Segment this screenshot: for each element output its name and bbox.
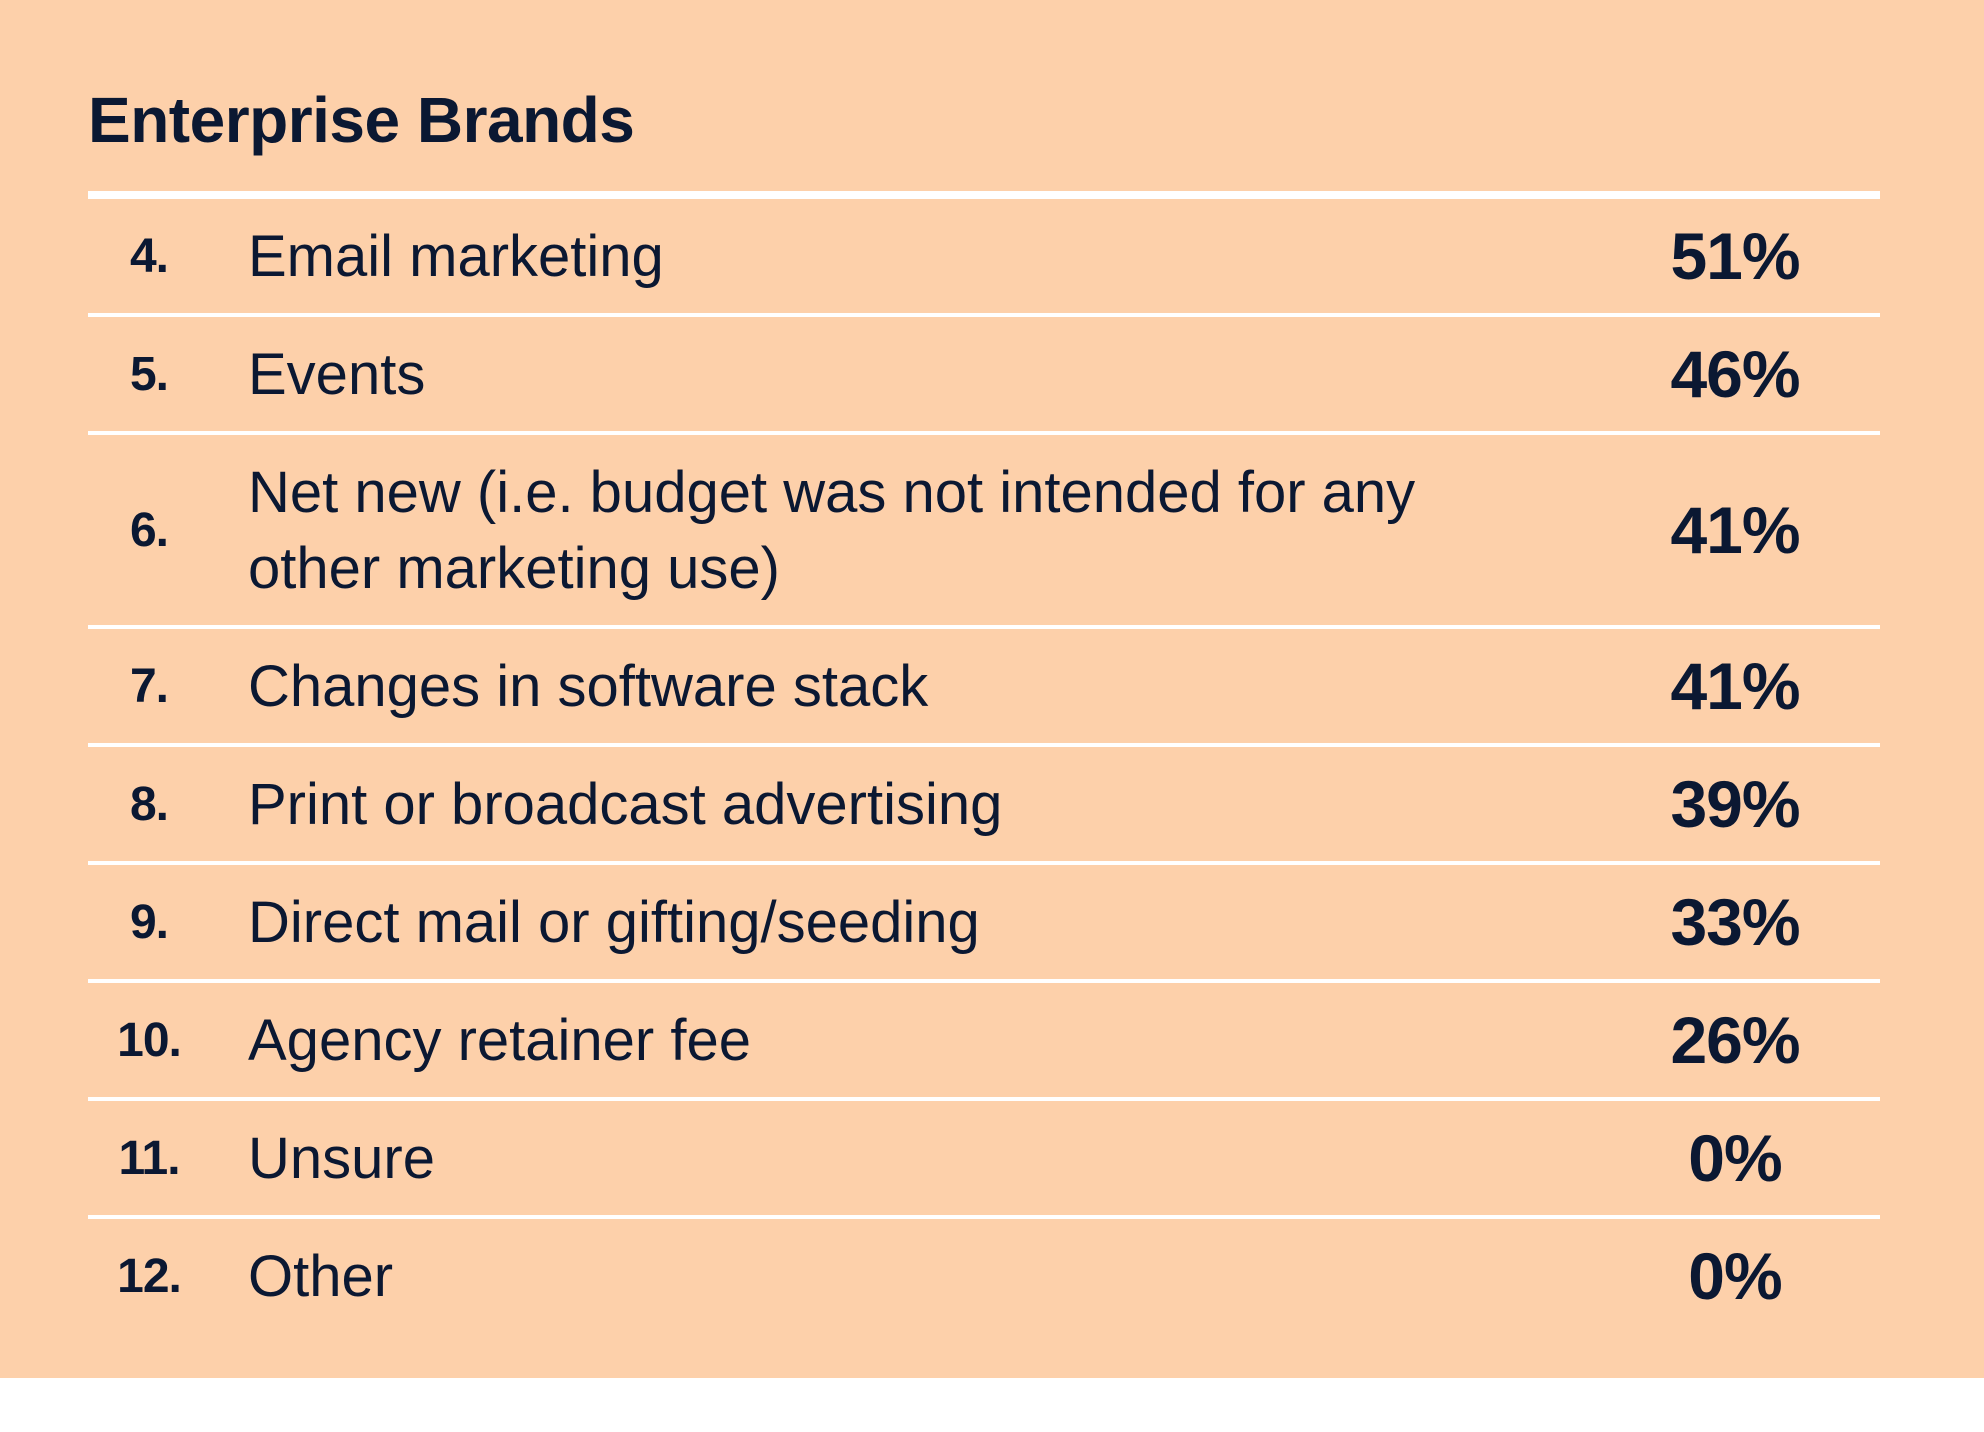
row-label: Events: [248, 317, 1548, 431]
row-label: Changes in software stack: [248, 629, 1548, 743]
row-rank: 9.: [129, 895, 169, 949]
row-label-text: Email marketing: [248, 224, 664, 289]
table-row: 8. Print or broadcast advertising 39%: [88, 747, 1880, 865]
ranking-table: 4. Email marketing 51% 5. Events 46% 6. …: [88, 191, 1880, 1333]
row-label: Email marketing: [248, 199, 1548, 313]
row-label-text: Net new (i.e. budget was not intended fo…: [248, 460, 1416, 601]
table-row: 5. Events 46%: [88, 317, 1880, 435]
row-label-text: Changes in software stack: [248, 654, 929, 719]
table-row: 7. Changes in software stack 41%: [88, 629, 1880, 747]
row-value: 46%: [1670, 337, 1800, 411]
table-row: 10. Agency retainer fee 26%: [88, 983, 1880, 1101]
row-label-text: Agency retainer fee: [248, 1008, 751, 1073]
table-row: 12. Other 0%: [88, 1219, 1880, 1333]
content-panel: Enterprise Brands 4. Email marketing 51%…: [0, 0, 1984, 1378]
row-value: 33%: [1670, 885, 1800, 959]
row-rank: 5.: [129, 347, 169, 401]
row-label: Other: [248, 1219, 1548, 1333]
row-label: Unsure: [248, 1101, 1548, 1215]
table-row: 6. Net new (i.e. budget was not intended…: [88, 435, 1880, 629]
row-rank: 11.: [118, 1131, 180, 1185]
row-label-text: Other: [248, 1244, 394, 1309]
table-top-rule: [88, 191, 1880, 199]
row-value: 51%: [1670, 219, 1800, 293]
row-label-text: Print or broadcast advertising: [248, 772, 1003, 837]
row-label: Direct mail or gifting/seeding: [248, 865, 1548, 979]
table-row: 4. Email marketing 51%: [88, 199, 1880, 317]
row-rank: 10.: [117, 1013, 182, 1067]
row-label: Agency retainer fee: [248, 983, 1548, 1097]
row-label: Print or broadcast advertising: [248, 747, 1548, 861]
row-label-text: Direct mail or gifting/seeding: [248, 890, 980, 955]
row-value: 26%: [1670, 1003, 1800, 1077]
row-value: 41%: [1670, 649, 1800, 723]
table-row: 11. Unsure 0%: [88, 1101, 1880, 1219]
row-rank: 7.: [129, 659, 169, 713]
row-label-text: Unsure: [248, 1126, 435, 1191]
row-rank: 4.: [129, 229, 169, 283]
row-label-text: Events: [248, 342, 426, 407]
section-title: Enterprise Brands: [88, 84, 635, 156]
row-rank: 6.: [129, 503, 169, 557]
row-value: 39%: [1670, 767, 1800, 841]
table-row: 9. Direct mail or gifting/seeding 33%: [88, 865, 1880, 983]
row-rank: 8.: [129, 777, 169, 831]
row-rank: 12.: [117, 1249, 182, 1303]
row-value: 41%: [1670, 493, 1800, 567]
row-value: 0%: [1688, 1121, 1782, 1195]
row-value: 0%: [1688, 1239, 1782, 1313]
row-label: Net new (i.e. budget was not intended fo…: [248, 435, 1548, 625]
